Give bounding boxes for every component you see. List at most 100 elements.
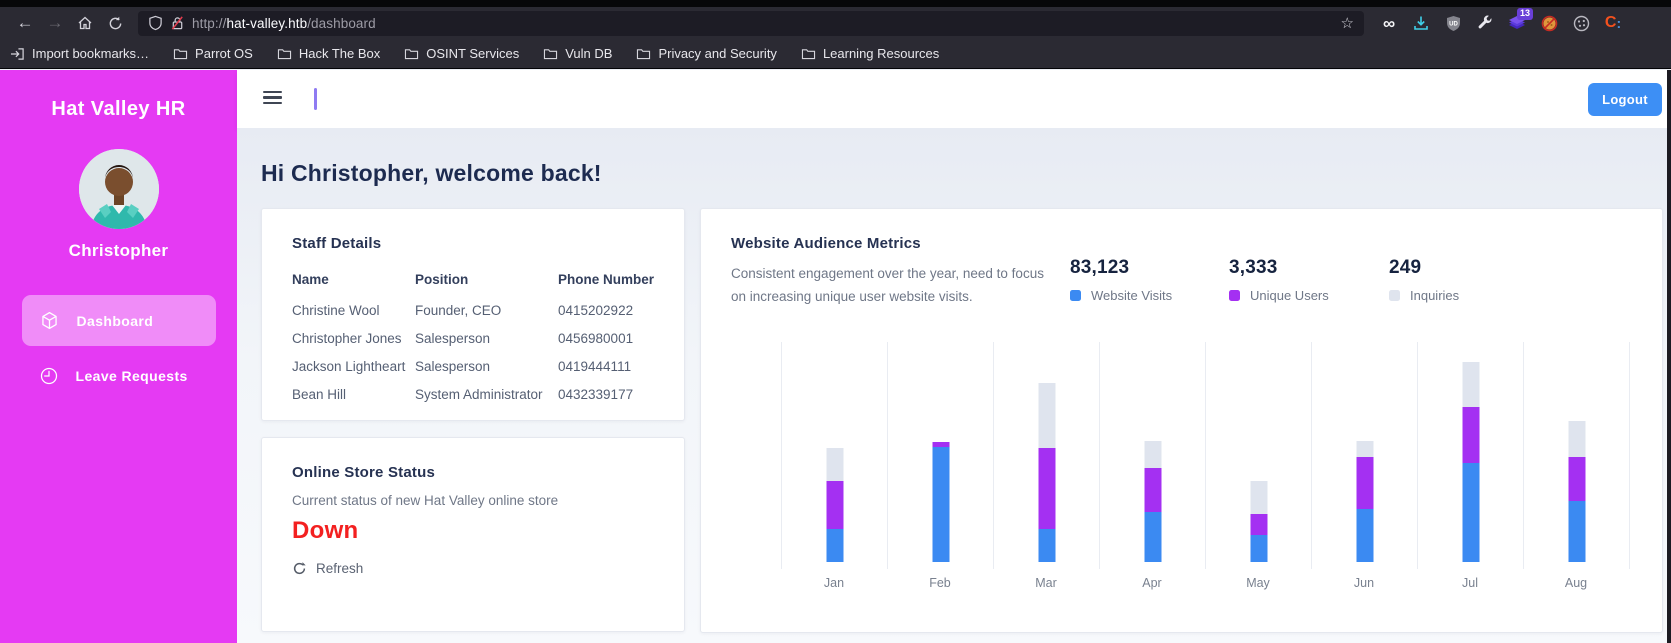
stacked-bar-aug <box>1568 421 1585 562</box>
layers-extension-icon[interactable]: 13 <box>1508 8 1533 32</box>
reload-icon[interactable] <box>100 10 130 36</box>
stacked-bar-jan <box>826 448 843 562</box>
store-card-title: Online Store Status <box>292 464 435 481</box>
cookie-blocker-icon[interactable] <box>1540 14 1558 32</box>
insecure-lock-icon[interactable] <box>170 15 185 31</box>
chart-column <box>1099 342 1205 569</box>
metrics-card-description: Consistent engagement over the year, nee… <box>731 266 1044 304</box>
table-row: Christine Wool Founder, CEO 0415202922 <box>292 302 634 318</box>
sidebar-item-label: Leave Requests <box>75 368 188 384</box>
stacked-bar-may <box>1250 481 1267 562</box>
chart-column <box>887 342 993 569</box>
url-bar[interactable]: http://hat-valley.htb/dashboard ☆ <box>138 10 1364 36</box>
menu-toggle-icon[interactable] <box>263 91 282 105</box>
url-text[interactable]: http://hat-valley.htb/dashboard <box>192 15 376 31</box>
extension-badge: 13 <box>1516 8 1533 20</box>
infinity-extension-icon[interactable]: ∞ <box>1382 13 1396 33</box>
bookmark-item[interactable]: Learning Resources <box>801 46 939 61</box>
chart-column <box>1523 342 1629 569</box>
app-title: Hat Valley HR <box>51 98 186 120</box>
refresh-icon <box>293 562 306 575</box>
bookmark-item[interactable]: Privacy and Security <box>636 46 777 61</box>
folder-icon <box>277 49 291 60</box>
legend-square-visits <box>1070 290 1081 301</box>
avatar <box>78 149 159 229</box>
app-header: Logout <box>237 70 1671 128</box>
chart-x-label: Aug <box>1564 576 1588 590</box>
chart-column <box>1205 342 1311 569</box>
svg-text:UD: UD <box>1449 21 1458 27</box>
page-title: Hi Christopher, welcome back! <box>261 160 602 186</box>
stacked-bar-mar <box>1038 383 1055 562</box>
bookmark-star-icon[interactable]: ☆ <box>1340 15 1354 32</box>
download-manager-icon[interactable] <box>1412 14 1430 32</box>
import-icon <box>10 47 24 60</box>
chart-x-label: Apr <box>1142 576 1162 590</box>
chart-x-label: Feb <box>929 576 951 590</box>
stat-website-visits: 83,123 Website Visits <box>1070 257 1173 303</box>
folder-icon <box>405 49 419 60</box>
bookmark-item[interactable]: OSINT Services <box>404 46 519 61</box>
folder-icon <box>801 49 816 60</box>
forward-icon[interactable]: → <box>46 13 64 32</box>
chart-column <box>1417 342 1523 569</box>
chart-column <box>993 342 1099 569</box>
sidebar-user-name: Christopher <box>68 241 169 260</box>
home-icon[interactable] <box>70 10 100 36</box>
column-header-position: Position <box>415 272 469 287</box>
stacked-bar-jul <box>1462 362 1479 562</box>
folder-icon <box>173 49 188 60</box>
table-row: Christopher Jones Salesperson 0456980001 <box>292 330 634 346</box>
store-refresh-button[interactable]: Refresh <box>292 561 363 576</box>
browser-toolbar: ← → http://hat-valley.htb/dashboard ☆ ∞ … <box>0 7 1671 39</box>
chart-x-label: Jun <box>1353 576 1375 590</box>
bookmark-item[interactable]: Vuln DB <box>543 46 612 61</box>
staff-table-body: Christine Wool Founder, CEO 0415202922 Chri… <box>292 296 654 408</box>
column-header-phone: Phone Number <box>558 272 655 287</box>
ud-shield-extension-icon[interactable]: UD <box>1444 14 1462 32</box>
back-icon[interactable]: ← <box>16 13 34 32</box>
chart-x-label: May <box>1246 576 1270 590</box>
stat-unique-users: 3,333 Unique Users <box>1229 257 1329 303</box>
store-status-value: Down <box>292 517 359 544</box>
bookmark-item[interactable]: Import bookmarks… <box>10 46 149 61</box>
logout-button[interactable]: Logout <box>1588 83 1662 116</box>
scrollbar[interactable] <box>1667 70 1671 643</box>
online-store-status-card: Online Store Status Current status of ne… <box>261 437 685 632</box>
chart-labels: Jan Feb Mar Apr May Jun Jul Aug <box>781 576 1630 590</box>
chart-x-label: Jul <box>1462 576 1478 590</box>
chart-column <box>1311 342 1417 569</box>
stat-inquiries: 249 Inquiries <box>1389 257 1460 303</box>
staff-table: Name Position Phone Number Christine Woo… <box>292 264 654 408</box>
legend-square-inquiries <box>1389 290 1400 301</box>
cookie-extension-icon[interactable] <box>1572 14 1590 32</box>
wrench-extension-icon[interactable] <box>1476 14 1494 32</box>
sidebar-item-dashboard[interactable]: Dashboard <box>21 295 216 346</box>
sidebar: Hat Valley HR Christopher Dashboard Leav… <box>0 70 237 643</box>
c-extension-icon[interactable]: C: <box>1604 14 1622 31</box>
sidebar-item-label: Dashboard <box>76 312 154 329</box>
metrics-card: Website Audience Metrics Consistent enga… <box>700 208 1663 633</box>
tracking-shield-icon[interactable] <box>148 15 163 31</box>
chart-plot <box>781 342 1630 569</box>
stacked-bar-feb <box>932 442 949 562</box>
bookmark-item[interactable]: Hack The Box <box>277 46 380 61</box>
folder-icon <box>544 49 558 60</box>
bookmark-item[interactable]: Parrot OS <box>173 46 253 61</box>
store-card-description: Current status of new Hat Valley online … <box>292 493 559 508</box>
folder-icon <box>637 49 651 60</box>
store-refresh-label: Refresh <box>316 561 364 576</box>
staff-card-title: Staff Details <box>292 235 382 252</box>
metrics-card-title: Website Audience Metrics <box>731 235 921 252</box>
cube-icon <box>41 311 57 330</box>
window-top-edge <box>0 0 1671 7</box>
sidebar-item-leave-requests[interactable]: Leave Requests <box>22 354 216 398</box>
legend-square-users <box>1229 290 1240 301</box>
staff-details-card: Staff Details Name Position Phone Number… <box>261 208 685 421</box>
stacked-bar-apr <box>1144 441 1161 562</box>
extension-icons: ∞ UD 13 C: <box>1380 8 1622 33</box>
stacked-bar-jun <box>1356 441 1373 562</box>
table-row: Bean Hill System Administrator 0432339177 <box>292 386 634 402</box>
chart-x-label: Jan <box>823 576 845 590</box>
header-accent-divider <box>314 88 317 110</box>
